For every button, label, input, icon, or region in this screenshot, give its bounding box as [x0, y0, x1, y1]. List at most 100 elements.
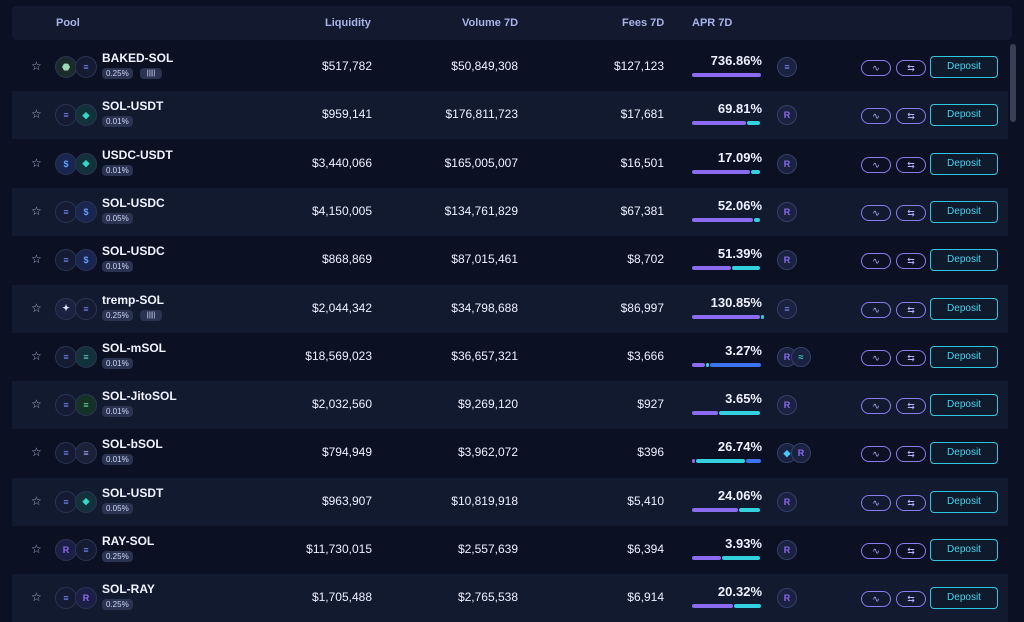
pool-name[interactable]: SOL-USDC [102, 195, 165, 210]
header-liquidity[interactable]: Liquidity [325, 17, 371, 29]
pool-name[interactable]: RAY-SOL [102, 534, 155, 548]
apr-segment [754, 217, 760, 222]
pool-swap-button[interactable]: ⇆ [896, 301, 926, 318]
pool-name[interactable]: USDC-USDT [102, 147, 173, 162]
deposit-button[interactable]: Deposit [930, 200, 998, 223]
deposit-button[interactable]: Deposit [930, 587, 998, 610]
table-row[interactable]: ☆ ≡ $ SOL-USDC 0.01% $868,869 $87,015,461 $8,70… [12, 236, 1008, 285]
header-fees-7d[interactable]: Fees 7D [622, 17, 665, 29]
pool-chart-button[interactable]: ∿ [861, 108, 891, 125]
pool-name[interactable]: SOL-bSOL [102, 437, 163, 452]
reward-token-icon: R [777, 491, 797, 512]
favorite-star-icon[interactable]: ☆ [31, 252, 42, 267]
token-icon: ✦ [55, 297, 77, 320]
reward-token-icons: R [777, 540, 817, 560]
apr-segment [731, 266, 760, 271]
header-volume-7d[interactable]: Volume 7D [462, 17, 519, 29]
pool-swap-button[interactable]: ⇆ [896, 349, 926, 366]
fee-tier-badge: 0.01% [102, 357, 133, 369]
table-row[interactable]: ☆ ≡ R SOL-RAY 0.25% $1,705,488 $2,765,538 $6,91… [12, 574, 1008, 622]
pool-name[interactable]: SOL-USDT [102, 99, 164, 114]
reward-token-icon: R [777, 105, 797, 126]
table-row[interactable]: ☆ $ ◆ USDC-USDT 0.01% $3,440,066 $165,005,007 $… [12, 139, 1008, 188]
favorite-star-icon[interactable]: ☆ [31, 542, 42, 556]
table-row[interactable]: ☆ ≡ ≡ SOL-bSOL 0.01% $794,949 $3,962,072 $396 26… [12, 429, 1008, 478]
pool-chart-button[interactable]: ∿ [861, 60, 891, 76]
pool-swap-button[interactable]: ⇆ [896, 204, 926, 221]
apr-breakdown-bar [692, 411, 762, 416]
table-row[interactable]: ☆ ≡ $ SOL-USDC 0.05% $4,150,005 $134,761,829 $6… [12, 187, 1008, 236]
fees-7d-value: $396 [637, 445, 664, 460]
favorite-star-icon[interactable]: ☆ [31, 348, 42, 363]
reward-token-icons: R [777, 250, 817, 271]
token-icon: ≡ [55, 394, 77, 417]
apr-breakdown-bar [692, 459, 762, 464]
header-apr-7d[interactable]: APR 7D [692, 17, 733, 29]
token-icon: ≡ [75, 345, 97, 368]
pool-chart-button[interactable]: ∿ [861, 156, 891, 173]
pool-chart-button[interactable]: ∿ [861, 253, 891, 270]
pool-chart-button[interactable]: ∿ [861, 398, 891, 415]
pool-swap-button[interactable]: ⇆ [896, 156, 926, 173]
pool-swap-button[interactable]: ⇆ [896, 108, 926, 125]
deposit-button[interactable]: Deposit [930, 297, 998, 320]
deposit-button[interactable]: Deposit [930, 442, 998, 465]
pool-swap-button[interactable]: ⇆ [896, 398, 926, 415]
favorite-star-icon[interactable]: ☆ [31, 493, 42, 508]
deposit-button[interactable]: Deposit [930, 490, 998, 513]
header-pool[interactable]: Pool [56, 17, 80, 29]
apr-segment [692, 121, 746, 126]
deposit-button[interactable]: Deposit [930, 394, 998, 417]
favorite-star-icon[interactable]: ☆ [31, 59, 42, 73]
table-row[interactable]: ☆ ✦ ≡ tremp-SOL 0.25% ||||| $2,044,342 $34,798,… [12, 284, 1008, 333]
favorite-star-icon[interactable]: ☆ [31, 590, 42, 605]
table-row[interactable]: ☆ R ≡ RAY-SOL 0.25% $11,730,015 $2,557,639 $6,3… [12, 526, 1008, 574]
pool-swap-button[interactable]: ⇆ [896, 543, 926, 559]
pool-swap-button[interactable]: ⇆ [896, 446, 926, 463]
favorite-star-icon[interactable]: ☆ [31, 107, 42, 122]
favorite-star-icon[interactable]: ☆ [31, 203, 42, 218]
pool-name[interactable]: SOL-JitoSOL [102, 389, 177, 404]
deposit-button[interactable]: Deposit [930, 152, 998, 175]
table-row[interactable]: ☆ ⬣ ≡ BAKED-SOL 0.25% ||||| $517,782 $50,849,30… [12, 43, 1008, 91]
pool-name[interactable]: SOL-RAY [102, 582, 155, 597]
deposit-button[interactable]: Deposit [930, 345, 998, 368]
deposit-button[interactable]: Deposit [930, 249, 998, 272]
favorite-star-icon[interactable]: ☆ [31, 445, 42, 460]
deposit-button[interactable]: Deposit [930, 104, 998, 127]
pool-name[interactable]: tremp-SOL [102, 292, 165, 307]
apr-segment [692, 411, 718, 416]
pool-chart-button[interactable]: ∿ [861, 494, 891, 511]
table-row[interactable]: ☆ ≡ ≡ SOL-mSOL 0.01% $18,569,023 $36,657,321 $3… [12, 332, 1008, 381]
fees-7d-value: $86,997 [620, 300, 664, 315]
pool-name[interactable]: SOL-USDT [102, 485, 164, 500]
table-row[interactable]: ☆ ≡ ◆ SOL-USDT 0.05% $963,907 $10,819,918 $5,41… [12, 477, 1008, 526]
fee-tier-badge: 0.01% [102, 116, 133, 128]
apr-7d-value: 3.27% [725, 342, 762, 358]
pool-chart-button[interactable]: ∿ [861, 446, 891, 463]
table-row[interactable]: ☆ ≡ ≡ SOL-JitoSOL 0.01% $2,032,560 $9,269,120 $… [12, 381, 1008, 430]
pool-chart-button[interactable]: ∿ [861, 204, 891, 221]
pool-swap-button[interactable]: ⇆ [896, 253, 926, 270]
table-row[interactable]: ☆ ≡ ◆ SOL-USDT 0.01% $959,141 $176,811,723 $17,… [12, 91, 1008, 140]
pool-name[interactable]: SOL-mSOL [102, 340, 167, 355]
pool-chart-button[interactable]: ∿ [861, 301, 891, 318]
pool-swap-button[interactable]: ⇆ [896, 60, 926, 76]
reward-token-icons: ◆ R [777, 443, 817, 464]
fee-tier-badge: 0.05% [102, 212, 133, 224]
pool-chart-button[interactable]: ∿ [861, 543, 891, 559]
token-icon: R [55, 539, 77, 561]
favorite-star-icon[interactable]: ☆ [31, 300, 42, 315]
token-icon: ≡ [75, 442, 97, 465]
pool-chart-button[interactable]: ∿ [861, 349, 891, 366]
deposit-button[interactable]: Deposit [930, 56, 998, 78]
scrollbar[interactable] [1010, 44, 1016, 122]
pool-swap-button[interactable]: ⇆ [896, 494, 926, 511]
pool-name[interactable]: SOL-USDC [102, 244, 165, 259]
deposit-button[interactable]: Deposit [930, 539, 998, 561]
favorite-star-icon[interactable]: ☆ [31, 155, 42, 170]
favorite-star-icon[interactable]: ☆ [31, 397, 42, 412]
pool-name[interactable]: BAKED-SOL [102, 51, 174, 65]
pool-token-icons: ≡ ≡ [55, 394, 97, 417]
apr-breakdown-bar [692, 314, 764, 319]
